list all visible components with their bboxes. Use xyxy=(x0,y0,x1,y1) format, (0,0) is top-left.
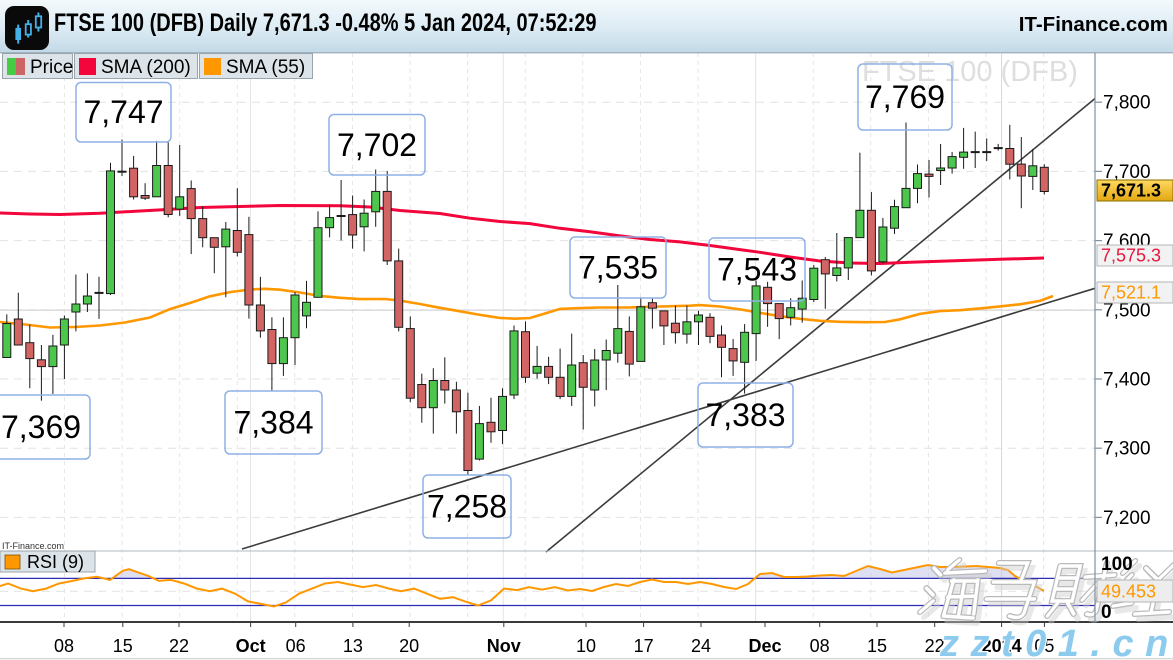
svg-text:08: 08 xyxy=(810,636,830,656)
svg-text:7,258: 7,258 xyxy=(427,489,507,525)
svg-text:Dec: Dec xyxy=(748,636,781,656)
svg-text:49.453: 49.453 xyxy=(1101,582,1156,602)
svg-text:06: 06 xyxy=(286,636,306,656)
svg-text:IT-Finance.com: IT-Finance.com xyxy=(2,541,64,551)
svg-text:20: 20 xyxy=(399,636,419,656)
svg-text:7,383: 7,383 xyxy=(705,397,785,433)
svg-text:7,747: 7,747 xyxy=(83,94,163,130)
svg-text:7,200: 7,200 xyxy=(1103,508,1151,529)
svg-text:7,300: 7,300 xyxy=(1103,439,1151,460)
svg-text:7,700: 7,700 xyxy=(1103,162,1151,183)
svg-text:7,535: 7,535 xyxy=(578,250,658,286)
svg-text:7,769: 7,769 xyxy=(865,79,945,115)
svg-text:7,369: 7,369 xyxy=(1,409,81,445)
svg-text:RSI (9): RSI (9) xyxy=(27,552,84,572)
svg-text:7,800: 7,800 xyxy=(1103,93,1151,114)
svg-text:17: 17 xyxy=(634,636,654,656)
svg-text:2024: 2024 xyxy=(982,636,1022,656)
svg-text:7,575.3: 7,575.3 xyxy=(1101,246,1161,266)
svg-text:05: 05 xyxy=(1034,636,1054,656)
svg-text:100: 100 xyxy=(1101,554,1133,575)
svg-text:10: 10 xyxy=(576,636,596,656)
svg-text:7,543: 7,543 xyxy=(717,252,797,288)
svg-text:08: 08 xyxy=(54,636,74,656)
svg-text:13: 13 xyxy=(343,636,363,656)
svg-text:Nov: Nov xyxy=(487,636,521,656)
svg-text:15: 15 xyxy=(867,636,887,656)
svg-text:7,400: 7,400 xyxy=(1103,370,1151,391)
svg-text:15: 15 xyxy=(113,636,133,656)
svg-text:0: 0 xyxy=(1101,602,1112,623)
svg-text:zzt01.cn: zzt01.cn xyxy=(939,623,1173,660)
svg-text:24: 24 xyxy=(691,636,711,656)
svg-text:7,384: 7,384 xyxy=(233,405,313,441)
svg-text:7,500: 7,500 xyxy=(1103,300,1151,321)
svg-text:7,702: 7,702 xyxy=(337,127,417,163)
svg-text:22: 22 xyxy=(925,636,945,656)
svg-text:7,521.1: 7,521.1 xyxy=(1101,283,1161,303)
svg-text:Oct: Oct xyxy=(236,636,266,656)
svg-text:7,671.3: 7,671.3 xyxy=(1101,181,1161,201)
svg-text:22: 22 xyxy=(169,636,189,656)
svg-text:FTSE 100 (DFB): FTSE 100 (DFB) xyxy=(862,56,1078,88)
